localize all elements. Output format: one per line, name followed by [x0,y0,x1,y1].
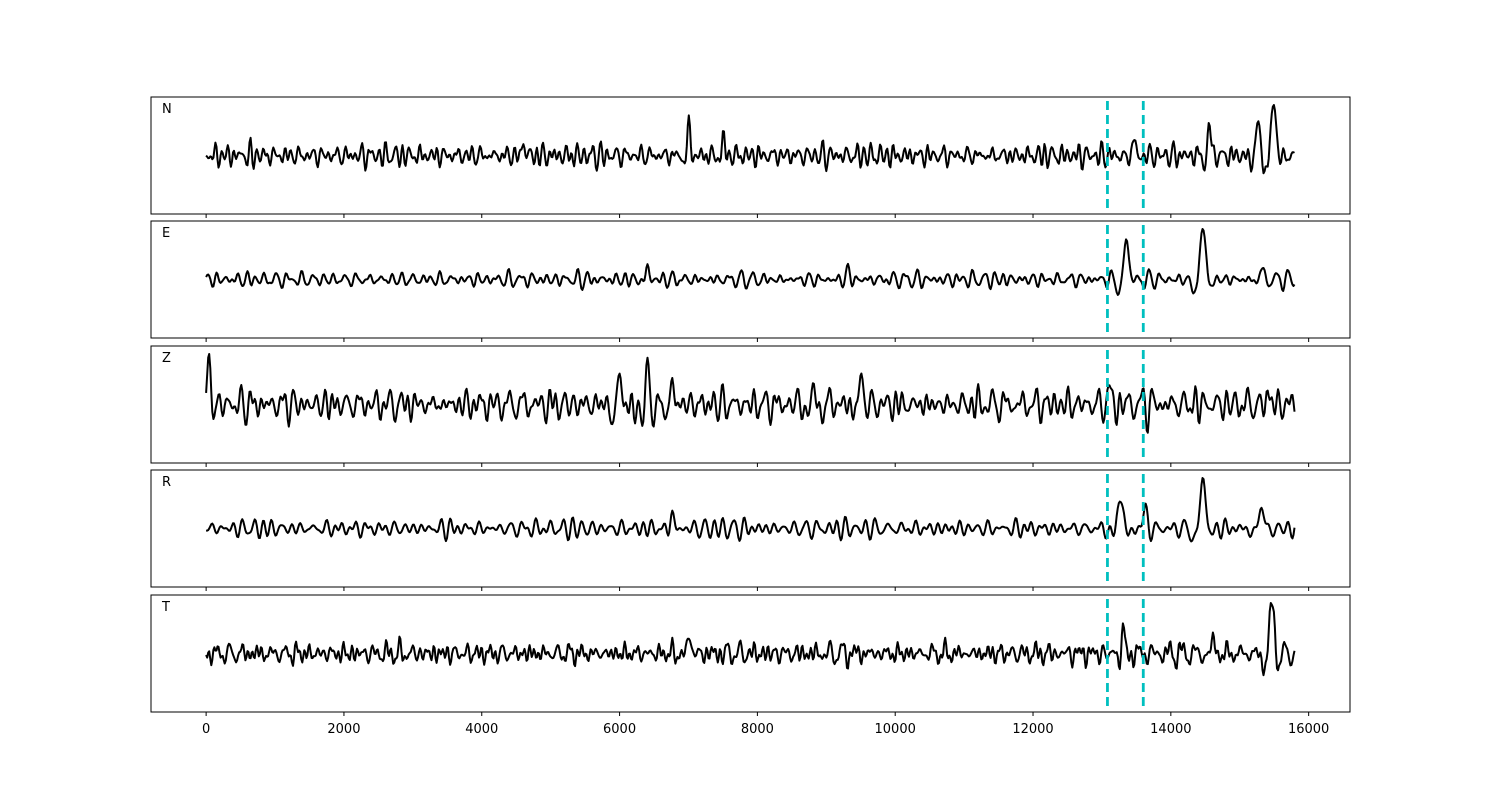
panel-r: R [150,469,1351,591]
x-tick-label: 4000 [465,722,498,737]
trace-t [205,602,1296,677]
x-tick-label: 14000 [1150,722,1191,737]
trace-n [205,104,1295,175]
x-tick-label: 12000 [1012,722,1053,737]
channel-label-e: E [162,226,170,241]
trace-e [205,228,1296,296]
channel-label-t: T [161,600,170,615]
panel-frame-z [150,345,1351,464]
channel-label-r: R [162,475,171,490]
panel-frame-t [150,594,1351,713]
panel-z: Z [150,345,1351,467]
channel-label-n: N [162,102,172,117]
trace-r [206,477,1296,543]
x-tick-label: 2000 [327,722,360,737]
panel-frame-n [150,96,1351,215]
panel-e: E [150,220,1351,342]
panel-n: N [150,96,1351,218]
channel-panels: N E Z R T [150,96,1351,716]
channel-label-z: Z [162,351,171,366]
panel-t: T [150,594,1351,716]
x-tick-label: 10000 [875,722,916,737]
panel-frame-e [150,220,1351,339]
x-tick-label: 0 [202,722,210,737]
panel-frame-r [150,469,1351,588]
x-tick-label: 16000 [1288,722,1329,737]
x-tick-label: 6000 [603,722,636,737]
trace-z [205,353,1296,434]
x-axis: 0 2000 4000 6000 8000 10000 12000 14000 16000 [202,722,1329,737]
x-tick-label: 8000 [741,722,774,737]
